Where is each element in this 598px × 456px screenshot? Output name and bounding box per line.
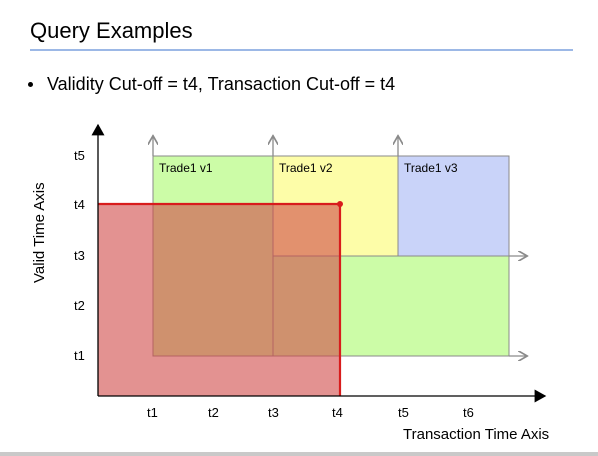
x-tick-t5: t5 — [398, 405, 409, 420]
slide-title: Query Examples — [30, 18, 193, 43]
y-tick-t2: t2 — [74, 298, 85, 313]
x-tick-t1: t1 — [147, 405, 158, 420]
footer-bar — [0, 452, 598, 456]
bullet-text: Validity Cut-off = t4, Transaction Cut-o… — [47, 74, 396, 94]
x-axis-title: Transaction Time Axis — [403, 426, 549, 443]
x-tick-t4: t4 — [332, 405, 343, 420]
x-tick-t2: t2 — [208, 405, 219, 420]
cutoff-region — [98, 204, 340, 396]
title-divider — [30, 49, 573, 51]
bullet-item: Validity Cut-off = t4, Transaction Cut-o… — [28, 74, 395, 95]
cutoff-point — [337, 201, 343, 207]
version-label-v2: Trade1 v2 — [279, 161, 333, 175]
version-label-v3: Trade1 v3 — [404, 161, 458, 175]
y-tick-t4: t4 — [74, 197, 85, 212]
y-tick-t1: t1 — [74, 348, 85, 363]
bullet-dot — [28, 82, 33, 87]
y-axis-title: Valid Time Axis — [31, 182, 48, 283]
y-tick-t5: t5 — [74, 148, 85, 163]
x-tick-t6: t6 — [463, 405, 474, 420]
version-v3-rect — [397, 155, 510, 257]
version-label-v1: Trade1 v1 — [159, 161, 213, 175]
x-tick-t3: t3 — [268, 405, 279, 420]
y-tick-t3: t3 — [74, 248, 85, 263]
